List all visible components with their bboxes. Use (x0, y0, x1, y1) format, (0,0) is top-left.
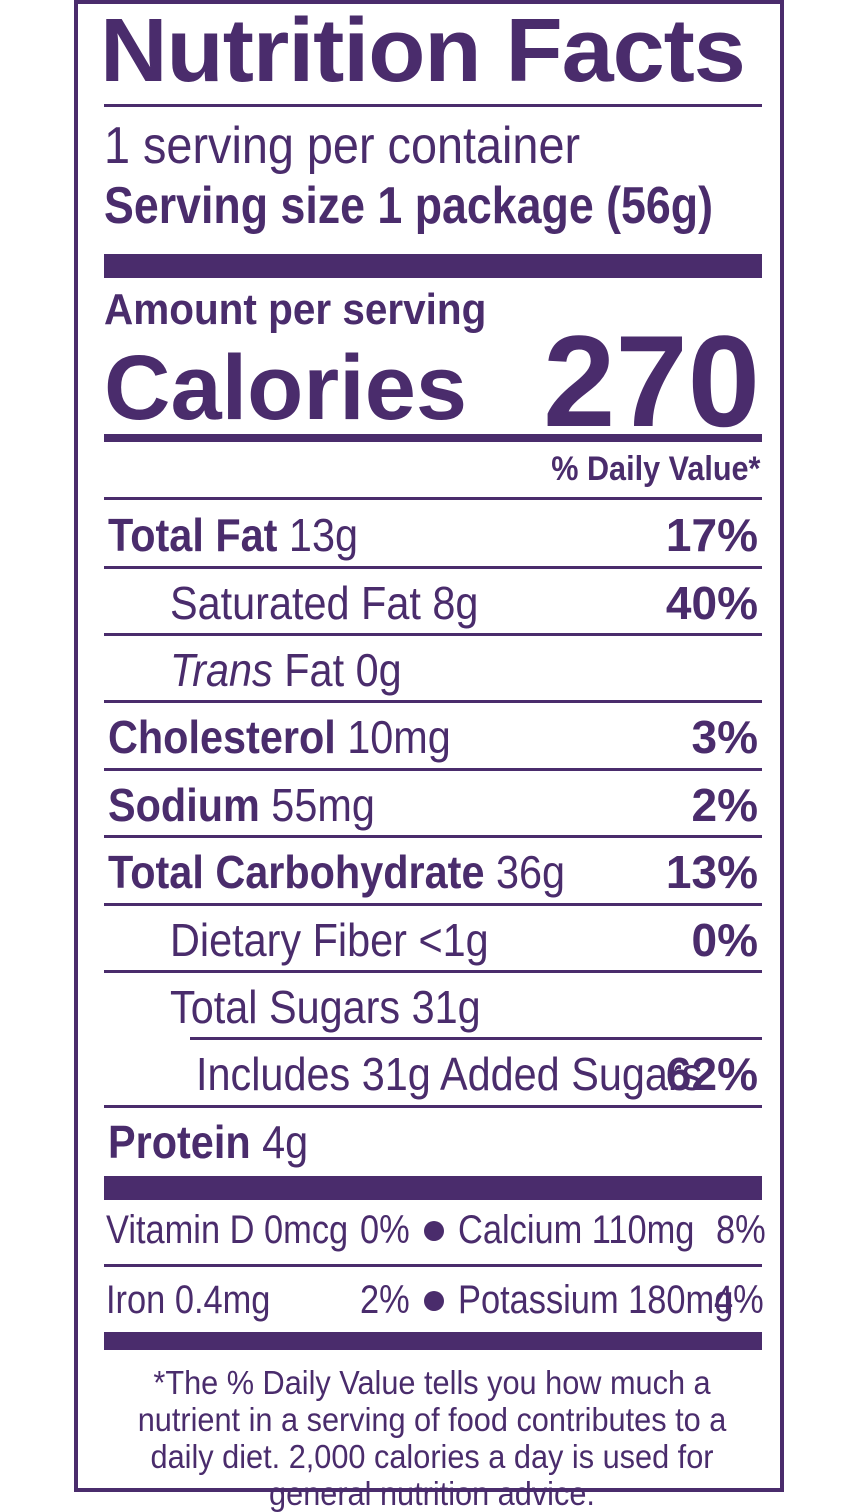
label-title: Nutrition Facts (100, 1, 746, 101)
divider (104, 1264, 762, 1267)
divider (104, 104, 762, 107)
calcium-label: Calcium 110mg (458, 1208, 695, 1252)
nutrient-amount: 4g (262, 1116, 309, 1168)
nutrition-label-border (74, 0, 784, 1492)
nutrient-name: Total Fat (108, 509, 278, 561)
iron-label: Iron 0.4mg (106, 1278, 271, 1322)
bullet-dot-icon (424, 1291, 444, 1311)
nutrient-daily-value: 40% (665, 577, 758, 629)
nutrient-daily-value: 17% (665, 509, 758, 561)
thick-divider (104, 1176, 762, 1200)
divider (104, 1105, 762, 1108)
calories-label: Calories (104, 337, 468, 439)
nutrient-amount: 36g (495, 846, 566, 898)
nutrient-label: Total Sugars 31g (170, 981, 481, 1033)
potassium-label: Potassium 180mg (458, 1278, 734, 1322)
nutrient-amount: 13g (288, 509, 359, 561)
calcium-dv: 8% (716, 1208, 766, 1252)
divider (104, 566, 762, 569)
potassium-dv: 4% (714, 1278, 764, 1322)
vitamin-d-dv: 0% (360, 1208, 410, 1252)
nutrient-label: Cholesterol 10mg (108, 712, 451, 763)
nutrient-row-dietary-fiber: Dietary Fiber <1g 0% (104, 907, 762, 973)
nutrient-amount: 55mg (271, 779, 375, 831)
nutrient-label: Saturated Fat 8g (170, 577, 479, 629)
nutrient-daily-value: 2% (691, 779, 758, 831)
thick-divider (104, 1332, 762, 1350)
nutrient-name: Total Carbohydrate (108, 846, 485, 898)
nutrient-row-total-fat: Total Fat 13g 17% (104, 502, 762, 568)
serving-size: Serving size 1 package (56g) (104, 177, 713, 235)
nutrient-label: Protein 4g (108, 1117, 308, 1168)
nutrient-name-italic: Trans (170, 644, 273, 696)
nutrient-name: Cholesterol (108, 711, 336, 763)
nutrient-row-saturated-fat: Saturated Fat 8g 40% (104, 570, 762, 636)
daily-value-footnote: *The % Daily Value tells you how much a … (137, 1364, 727, 1512)
divider (104, 970, 762, 973)
nutrient-label: Total Carbohydrate 36g (108, 847, 565, 898)
iron-dv: 2% (360, 1278, 410, 1322)
divider (104, 768, 762, 771)
nutrient-daily-value: 3% (691, 711, 758, 763)
divider (104, 497, 762, 500)
nutrient-row-protein: Protein 4g (104, 1109, 762, 1175)
thick-divider (104, 254, 762, 278)
nutrient-label: Dietary Fiber <1g (170, 914, 489, 966)
nutrient-name: Sodium (108, 779, 260, 831)
nutrient-row-added-sugars: Includes 31g Added Sugars 62% (104, 1041, 762, 1107)
nutrient-daily-value: 0% (691, 914, 758, 966)
nutrient-row-cholesterol: Cholesterol 10mg 3% (104, 704, 762, 770)
daily-value-header: % Daily Value* (550, 450, 760, 488)
divider (104, 633, 762, 636)
divider (104, 903, 762, 906)
nutrient-label: Trans Fat 0g (170, 645, 402, 696)
nutrient-daily-value: 62% (665, 1048, 758, 1100)
nutrient-label: Includes 31g Added Sugars (196, 1048, 703, 1100)
nutrient-row-total-sugars: Total Sugars 31g (104, 974, 762, 1040)
bullet-dot-icon (424, 1221, 444, 1241)
divider (104, 835, 762, 838)
nutrient-row-sodium: Sodium 55mg 2% (104, 772, 762, 838)
nutrient-name: Protein (108, 1116, 251, 1168)
calories-value: 270 (543, 308, 760, 454)
amount-per-serving: Amount per serving (104, 285, 487, 334)
vitamin-d-label: Vitamin D 0mcg (106, 1208, 349, 1252)
nutrient-name: Fat 0g (284, 644, 402, 696)
divider (104, 700, 762, 703)
nutrient-row-total-carbohydrate: Total Carbohydrate 36g 13% (104, 839, 762, 905)
nutrient-row-trans-fat: Trans Fat 0g (104, 637, 762, 703)
nutrient-label: Total Fat 13g (108, 510, 358, 561)
nutrient-label: Sodium 55mg (108, 780, 375, 831)
medium-divider (104, 434, 762, 442)
nutrient-amount: 10mg (347, 711, 451, 763)
servings-per-container: 1 serving per container (104, 117, 581, 175)
divider-short (190, 1037, 762, 1040)
nutrient-daily-value: 13% (665, 846, 758, 898)
